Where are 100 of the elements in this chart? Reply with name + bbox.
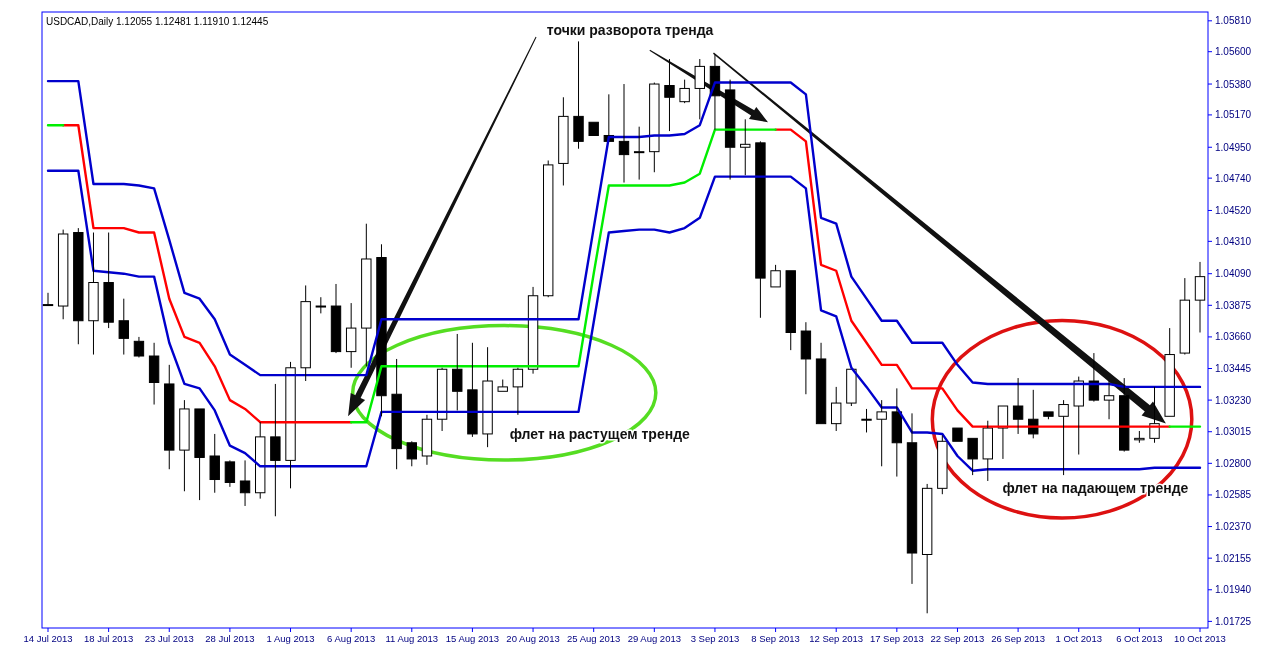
x-tick-label: 6 Aug 2013 <box>327 633 376 644</box>
annotation: точки разворота тренда <box>546 21 714 38</box>
candlestick <box>861 408 872 433</box>
x-tick-label: 26 Sep 2013 <box>991 633 1046 644</box>
x-tick-label: 11 Aug 2013 <box>385 633 439 644</box>
candlestick <box>1103 380 1115 420</box>
x-tick-label: 8 Sep 2013 <box>751 633 800 644</box>
candlestick <box>558 96 569 186</box>
y-tick-label: 1.04740 <box>1215 172 1252 184</box>
candlestick <box>1073 376 1084 456</box>
candlestick <box>724 79 736 181</box>
y-tick-label: 1.01725 <box>1215 615 1252 627</box>
candlestick <box>876 399 887 467</box>
x-tick-label: 3 Sep 2013 <box>690 633 740 644</box>
candlestick <box>345 302 357 369</box>
x-tick-label: 22 Sep 2013 <box>930 633 985 644</box>
x-tick-label: 6 Oct 2013 <box>1116 633 1163 644</box>
x-tick-label: 28 Jul 2013 <box>205 633 255 644</box>
candlestick <box>194 408 205 501</box>
y-tick-label: 1.04310 <box>1215 235 1252 247</box>
candlestick <box>270 383 281 517</box>
candlestick <box>224 461 236 488</box>
candlestick <box>1119 377 1130 451</box>
candlestick <box>633 126 645 181</box>
candlestick <box>482 346 493 448</box>
y-tick-label: 1.02155 <box>1215 552 1252 564</box>
candlestick <box>846 368 857 407</box>
candlestick <box>573 40 584 150</box>
candlestick <box>921 483 933 614</box>
x-tick-label: 23 Jul 2013 <box>144 633 194 644</box>
candlestick <box>1179 277 1191 354</box>
y-tick-label: 1.04090 <box>1215 268 1252 280</box>
candlestick <box>73 227 84 345</box>
x-tick-label: 1 Oct 2013 <box>1055 633 1102 644</box>
candlestick <box>452 333 463 411</box>
candlestick <box>57 229 69 320</box>
candlestick <box>1012 377 1024 435</box>
candlestick <box>209 433 220 494</box>
candlestick <box>1043 411 1054 420</box>
candlestick <box>1194 261 1206 333</box>
candlestick <box>467 342 478 438</box>
candlestick <box>1058 399 1069 476</box>
candlestick <box>391 358 402 470</box>
y-tick-label: 1.05810 <box>1215 15 1252 27</box>
candlestick <box>285 361 296 489</box>
candlestick <box>891 387 903 478</box>
x-tick-label: 18 Jul 2013 <box>84 633 134 644</box>
candlestick <box>755 142 766 319</box>
candlestick <box>649 83 660 173</box>
y-tick-label: 1.03445 <box>1215 363 1252 375</box>
candlestick <box>800 321 812 395</box>
y-tick-label: 1.02370 <box>1215 521 1252 533</box>
candlestick <box>255 421 266 500</box>
candlestick <box>664 58 675 132</box>
x-tick-label: 12 Sep 2013 <box>809 633 864 644</box>
y-tick-label: 1.02585 <box>1215 489 1252 501</box>
candlestick <box>421 414 433 466</box>
x-tick-label: 15 Aug 2013 <box>445 633 500 644</box>
line-series <box>46 169 1202 472</box>
candlestick <box>179 399 190 492</box>
candlestick <box>679 79 690 103</box>
candlestick <box>937 434 948 495</box>
y-tick-label: 1.05600 <box>1215 46 1252 58</box>
candlestick <box>831 386 842 432</box>
candlestick <box>148 342 160 406</box>
candlestick <box>906 412 918 585</box>
candlestick <box>512 368 524 416</box>
candlestick <box>88 232 99 356</box>
candlestick <box>618 83 630 184</box>
candlestick <box>133 336 145 357</box>
y-tick-label: 1.05380 <box>1215 78 1252 90</box>
y-tick-label: 1.04950 <box>1215 141 1252 153</box>
y-tick-label: 1.04520 <box>1215 204 1252 216</box>
candlestick <box>164 364 175 470</box>
candlestick <box>497 379 508 392</box>
candlestick <box>315 296 327 314</box>
candlestick <box>967 437 978 476</box>
y-tick-label: 1.01940 <box>1215 584 1252 596</box>
candlestick <box>982 420 993 482</box>
x-tick-label: 29 Aug 2013 <box>627 633 681 644</box>
x-tick-label: 25 Aug 2013 <box>567 633 621 644</box>
y-tick-label: 1.02800 <box>1215 457 1252 469</box>
x-tick-label: 20 Aug 2013 <box>506 633 560 644</box>
y-tick-label: 1.03230 <box>1215 394 1252 406</box>
candlestick <box>543 159 554 297</box>
x-tick-label: 14 Jul 2013 <box>23 633 73 644</box>
candlestick <box>300 284 311 382</box>
candlestick <box>815 342 827 425</box>
candlestick <box>694 58 705 120</box>
candlestick <box>376 243 387 417</box>
chart-title: USDCAD,Daily 1.12055 1.12481 1.11910 1.12445 <box>46 16 269 27</box>
x-tick-label: 17 Sep 2013 <box>869 633 924 644</box>
candlestick <box>770 264 781 288</box>
candlestick <box>740 118 751 176</box>
candlestick <box>239 459 251 507</box>
candlestick <box>330 283 342 353</box>
candlestick <box>785 270 796 351</box>
candlestick <box>436 368 448 432</box>
y-tick-label: 1.03660 <box>1215 331 1252 343</box>
candlestick <box>118 298 129 356</box>
